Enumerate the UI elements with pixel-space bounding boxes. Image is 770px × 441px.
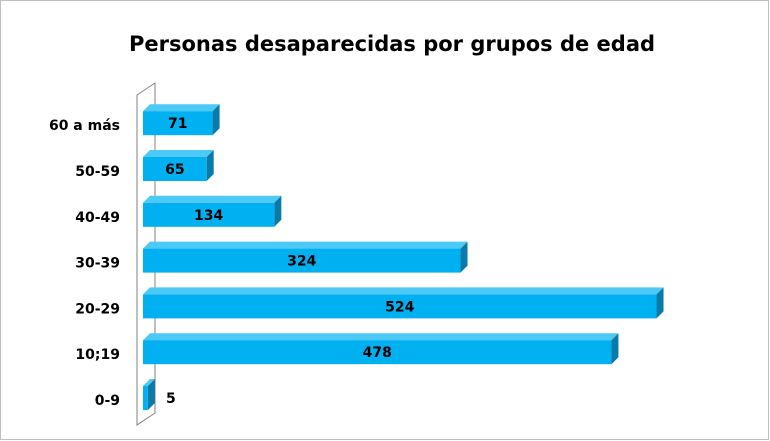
bar-top [143, 104, 220, 112]
bar-top [143, 150, 214, 157]
data-label: 65 [165, 162, 184, 178]
bar-side [460, 241, 468, 273]
bar [143, 202, 275, 227]
bar-side [611, 333, 619, 365]
chart-title: Personas desaparecidas por grupos de eda… [129, 32, 655, 56]
data-label: 324 [287, 254, 316, 270]
bar [143, 294, 657, 319]
data-label: 71 [168, 116, 187, 132]
y-tick-label: 20-29 [75, 301, 120, 317]
bar-side [212, 104, 220, 136]
bar-side [274, 195, 282, 227]
data-label: 524 [385, 299, 414, 315]
bar-top [143, 241, 468, 249]
bar-side [206, 150, 214, 181]
bar-top [143, 379, 155, 386]
data-label: 134 [194, 208, 223, 224]
bar [143, 157, 207, 181]
y-tick-label: 10;19 [75, 347, 120, 363]
bar-top [143, 287, 664, 295]
bar-top [143, 333, 619, 341]
y-tick-label: 0-9 [95, 393, 120, 409]
bar [143, 386, 148, 410]
bar-side [147, 379, 155, 410]
data-label: 478 [363, 345, 392, 361]
y-tick-label: 30-39 [75, 256, 120, 272]
bar [143, 111, 213, 136]
bar-side [656, 287, 664, 319]
y-tick-label: 60 a más [49, 118, 120, 134]
bar [143, 340, 612, 365]
y-tick-label: 50-59 [75, 164, 120, 180]
bar [143, 248, 461, 273]
y-tick-label: 40-49 [75, 210, 120, 226]
data-label: 5 [166, 391, 176, 407]
bar-top [143, 195, 282, 203]
